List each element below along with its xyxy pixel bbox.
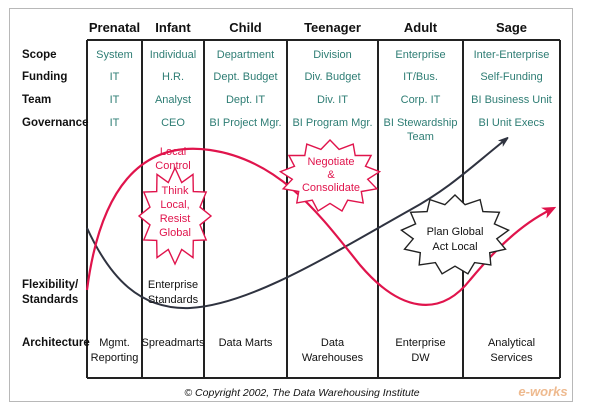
funding-cell: IT (110, 71, 120, 83)
architecture-cell: Analytical (488, 337, 535, 349)
local-control-label: Local (160, 146, 186, 158)
architecture-cell: Data Marts (219, 337, 273, 349)
architecture-cell: Services (490, 352, 533, 364)
governance-cell: Team (407, 131, 434, 143)
scope-cell: Enterprise (395, 49, 445, 61)
negotiate-label: Consolidate (302, 182, 360, 194)
flexibility-curve (86, 140, 505, 310)
scope-cell: System (96, 49, 133, 61)
stage-header-adult: Adult (404, 20, 438, 35)
team-cell: Analyst (155, 94, 191, 106)
governance-cell: CEO (161, 117, 185, 129)
stage-header-child: Child (229, 20, 262, 35)
architecture-cell: Mgmt. (99, 337, 130, 349)
row-label-scope: Scope (22, 49, 57, 61)
row-label-funding: Funding (22, 71, 67, 83)
maturity-curve (85, 147, 557, 306)
team-cell: BI Business Unit (471, 94, 552, 106)
scope-cell: Department (217, 49, 274, 61)
governance-cell: BI Stewardship (384, 117, 458, 129)
funding-cell: Self-Funding (480, 71, 542, 83)
row-label-architecture: Architecture (22, 337, 90, 349)
funding-cell: H.R. (162, 71, 184, 83)
think-local-label: Resist (160, 213, 191, 225)
plan-global-label: Act Local (432, 241, 477, 253)
negotiate-burst (278, 138, 382, 212)
architecture-cell: Data (321, 337, 345, 349)
funding-cell: Div. Budget (304, 71, 360, 83)
stage-header-infant: Infant (155, 20, 191, 35)
architecture-cell: Enterprise (395, 337, 445, 349)
stage-header-teenager: Teenager (304, 20, 361, 35)
plan-global-label: Plan Global (427, 226, 484, 238)
think-local-label: Global (159, 227, 191, 239)
think-local-label: Local, (160, 199, 189, 211)
governance-cell: BI Unit Execs (478, 117, 545, 129)
architecture-cell: DW (411, 352, 430, 364)
enterprise-standards-label: Standards (148, 294, 199, 306)
row-label-team: Team (22, 94, 51, 106)
governance-cell: BI Project Mgr. (209, 117, 281, 129)
team-cell: IT (110, 94, 120, 106)
governance-cell: BI Program Mgr. (292, 117, 372, 129)
architecture-cell: Spreadmarts (142, 337, 205, 349)
scope-cell: Division (313, 49, 352, 61)
think-local-label: Think (162, 185, 189, 197)
architecture-cell: Reporting (91, 352, 139, 364)
negotiate-label: & (327, 169, 335, 181)
plan-global-burst (400, 194, 510, 275)
local-control-label: Control (155, 160, 190, 172)
row-label-standards: Standards (22, 294, 78, 306)
stage-header-prenatal: Prenatal (89, 20, 140, 35)
architecture-cell: Warehouses (302, 352, 364, 364)
scope-cell: Individual (150, 49, 196, 61)
stage-header-sage: Sage (496, 20, 527, 35)
think-local-burst (137, 166, 213, 266)
negotiate-label: Negotiate (307, 156, 354, 168)
team-cell: Corp. IT (401, 94, 441, 106)
watermark-logo: e-works (518, 384, 567, 399)
funding-cell: IT/Bus. (403, 71, 438, 83)
enterprise-standards-label: Enterprise (148, 279, 198, 291)
team-cell: Div. IT (317, 94, 348, 106)
governance-cell: IT (110, 117, 120, 129)
row-label-governance: Governance (22, 117, 88, 129)
funding-cell: Dept. Budget (213, 71, 277, 83)
copyright-text: © Copyright 2002, The Data Warehousing I… (184, 387, 419, 399)
scope-cell: Inter-Enterprise (474, 49, 550, 61)
team-cell: Dept. IT (226, 94, 265, 106)
row-label-flexibility: Flexibility/ (22, 279, 79, 291)
